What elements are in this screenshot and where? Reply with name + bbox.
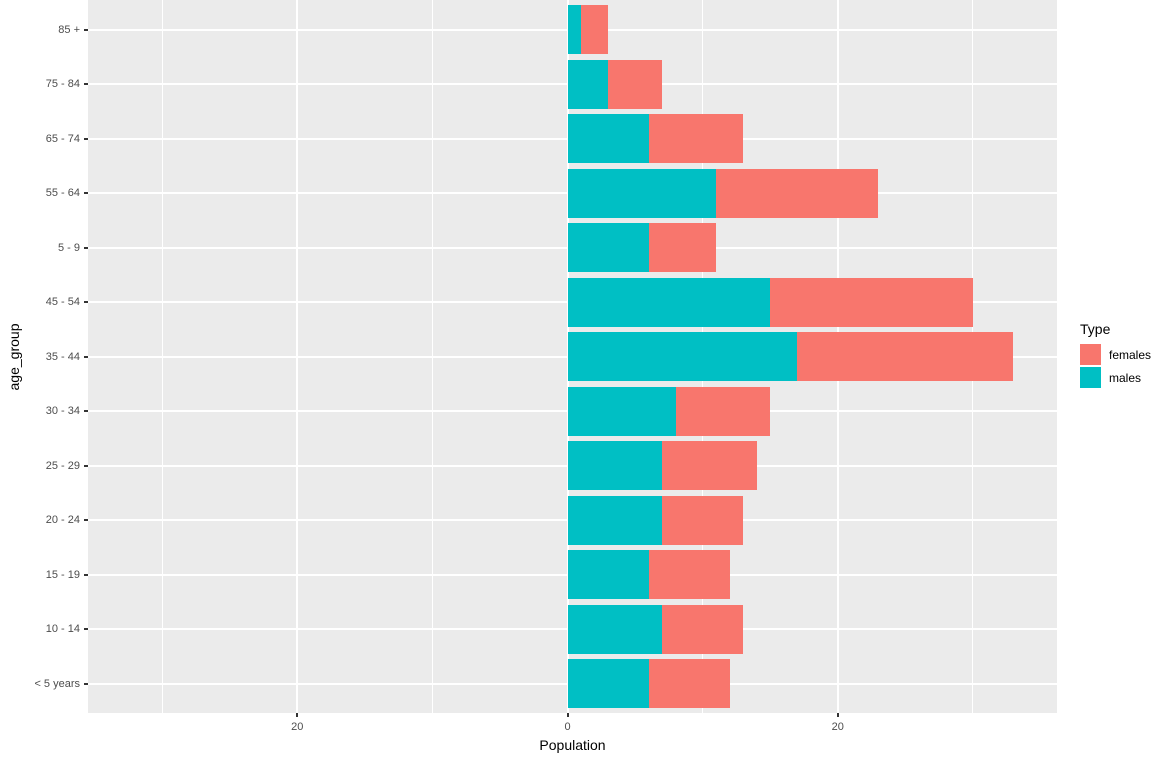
bar-segment-males xyxy=(567,59,609,109)
y-tick-label: 75 - 84 xyxy=(45,78,80,90)
y-axis-title: age_group xyxy=(6,323,22,390)
bar-segment-males xyxy=(567,550,649,599)
legend-label-females: females xyxy=(1109,347,1152,362)
bar-segment-males xyxy=(567,386,676,436)
y-tick-label: 85 + xyxy=(58,23,80,36)
legend-entry-males: males xyxy=(1080,367,1151,388)
bar-segment-females xyxy=(648,114,744,163)
legend-title: Type xyxy=(1080,321,1111,337)
bar-segment-males xyxy=(567,659,649,708)
y-tick xyxy=(84,519,88,521)
y-tick-label: < 5 years xyxy=(34,677,80,690)
bar-segment-females xyxy=(608,59,663,109)
bar-segment-males xyxy=(567,5,581,54)
y-tick-label: 35 - 44 xyxy=(45,350,80,363)
bar-segment-females xyxy=(675,386,771,436)
bar-segment-females xyxy=(581,5,609,54)
y-tick xyxy=(84,301,88,303)
bar-segment-males xyxy=(567,604,663,654)
y-tick xyxy=(84,355,88,358)
y-tick-label: 15 - 19 xyxy=(45,568,80,581)
x-axis-title: Population xyxy=(539,737,606,753)
bar-segment-females xyxy=(648,223,717,272)
y-tick xyxy=(84,192,88,194)
y-tick xyxy=(84,573,88,576)
bar-segment-females xyxy=(662,495,744,545)
bar-segment-males xyxy=(567,495,663,545)
y-tick-label: 45 - 54 xyxy=(45,296,80,308)
gridline-vertical-major xyxy=(296,0,299,713)
bar-segment-males xyxy=(567,277,771,327)
bar-segment-females xyxy=(716,168,879,218)
bar-segment-females xyxy=(648,550,730,599)
legend-label-males: males xyxy=(1109,370,1142,385)
y-tick xyxy=(84,628,88,630)
x-tick-label: 0 xyxy=(564,721,571,733)
y-tick xyxy=(84,83,88,85)
legend-key-females-swatch xyxy=(1080,344,1101,365)
y-tick-label: 65 - 74 xyxy=(45,132,80,145)
bar-segment-males xyxy=(567,332,798,381)
y-tick xyxy=(84,464,88,467)
bar-segment-females xyxy=(662,604,744,654)
bar-segment-females xyxy=(797,332,1014,381)
y-tick-label: 5 - 9 xyxy=(57,241,80,254)
bar-segment-females xyxy=(648,659,730,708)
bar-segment-males xyxy=(567,168,717,218)
x-tick-label: 20 xyxy=(831,721,844,733)
y-tick xyxy=(84,137,88,140)
bar-segment-females xyxy=(662,441,757,490)
gridline-vertical-minor xyxy=(431,0,433,713)
y-tick-label: 55 - 64 xyxy=(45,187,80,199)
y-tick xyxy=(84,410,88,412)
y-tick xyxy=(84,246,88,249)
y-tick-label: 20 - 24 xyxy=(45,514,80,526)
legend: Type females males xyxy=(1080,321,1151,390)
gridline-vertical-minor xyxy=(161,0,163,713)
y-tick-label: 10 - 14 xyxy=(45,623,80,635)
legend-entry-females: females xyxy=(1080,344,1151,365)
bar-segment-males xyxy=(567,223,649,272)
x-tick-label: 20 xyxy=(291,721,304,733)
y-tick xyxy=(84,682,88,685)
bar-segment-females xyxy=(770,277,973,327)
x-tick xyxy=(296,713,299,717)
legend-key-males-swatch xyxy=(1080,367,1101,388)
bar-segment-males xyxy=(567,441,663,490)
x-tick xyxy=(566,713,569,717)
y-tick xyxy=(84,28,88,31)
bar-segment-males xyxy=(567,114,649,163)
y-tick-label: 25 - 29 xyxy=(45,459,80,472)
x-tick xyxy=(836,713,839,717)
y-tick-label: 30 - 34 xyxy=(45,405,80,417)
